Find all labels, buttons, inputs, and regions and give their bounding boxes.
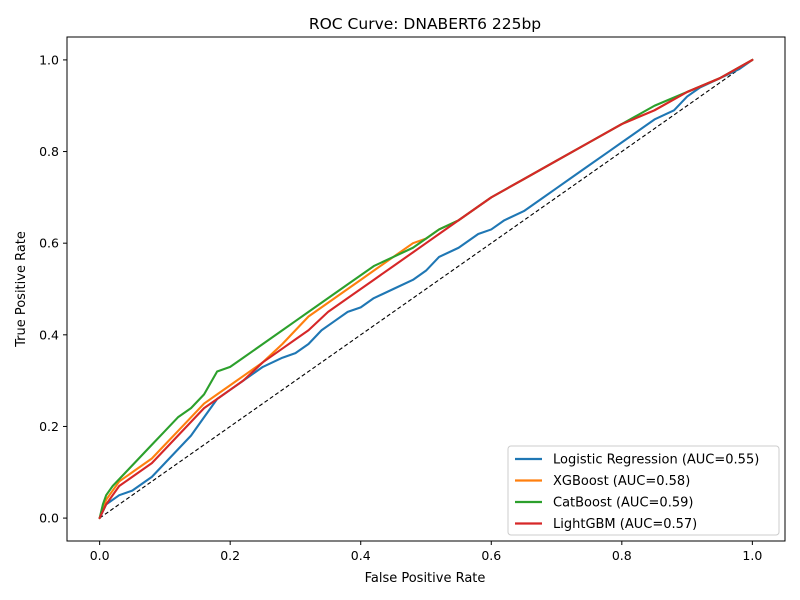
legend-label-1: XGBoost (AUC=0.58) <box>553 474 690 489</box>
y-tick-label: 0.4 <box>39 327 59 342</box>
y-axis-title: True Positive Rate <box>14 231 29 348</box>
x-tick-label: 0.8 <box>612 548 632 563</box>
x-tick-label: 0.6 <box>481 548 501 563</box>
legend-label-0: Logistic Regression (AUC=0.55) <box>553 453 759 468</box>
plot-area: 0.0 0.2 0.4 0.6 0.8 1.0 0.0 0.2 0.4 0.6 0.8 1.0 <box>39 36 786 563</box>
series-line-0 <box>98 58 754 520</box>
legend-box <box>507 445 780 536</box>
x-axis-title: False Positive Rate <box>365 571 486 586</box>
legend-label-3: LightGBM (AUC=0.57) <box>553 517 697 532</box>
y-tick-label: 0.8 <box>39 144 59 159</box>
axes-frame <box>66 36 786 542</box>
x-tick-label: 0.0 <box>90 548 110 563</box>
chance-diagonal-line <box>99 59 753 519</box>
y-tick-label: 1.0 <box>39 52 59 67</box>
y-tick-label: 0.0 <box>39 511 59 526</box>
y-tick-label: 0.2 <box>39 419 59 434</box>
x-tick-label: 1.0 <box>742 548 762 563</box>
x-tick-label: 0.4 <box>351 548 371 563</box>
y-tick-label: 0.6 <box>39 236 59 251</box>
chart-title: ROC Curve: DNABERT6 225bp <box>309 15 541 33</box>
legend-label-2: CatBoost (AUC=0.59) <box>553 496 693 511</box>
legend: Logistic Regression (AUC=0.55) XGBoost (A… <box>507 445 780 536</box>
series-line-3 <box>98 58 754 520</box>
x-tick-label: 0.2 <box>220 548 240 563</box>
